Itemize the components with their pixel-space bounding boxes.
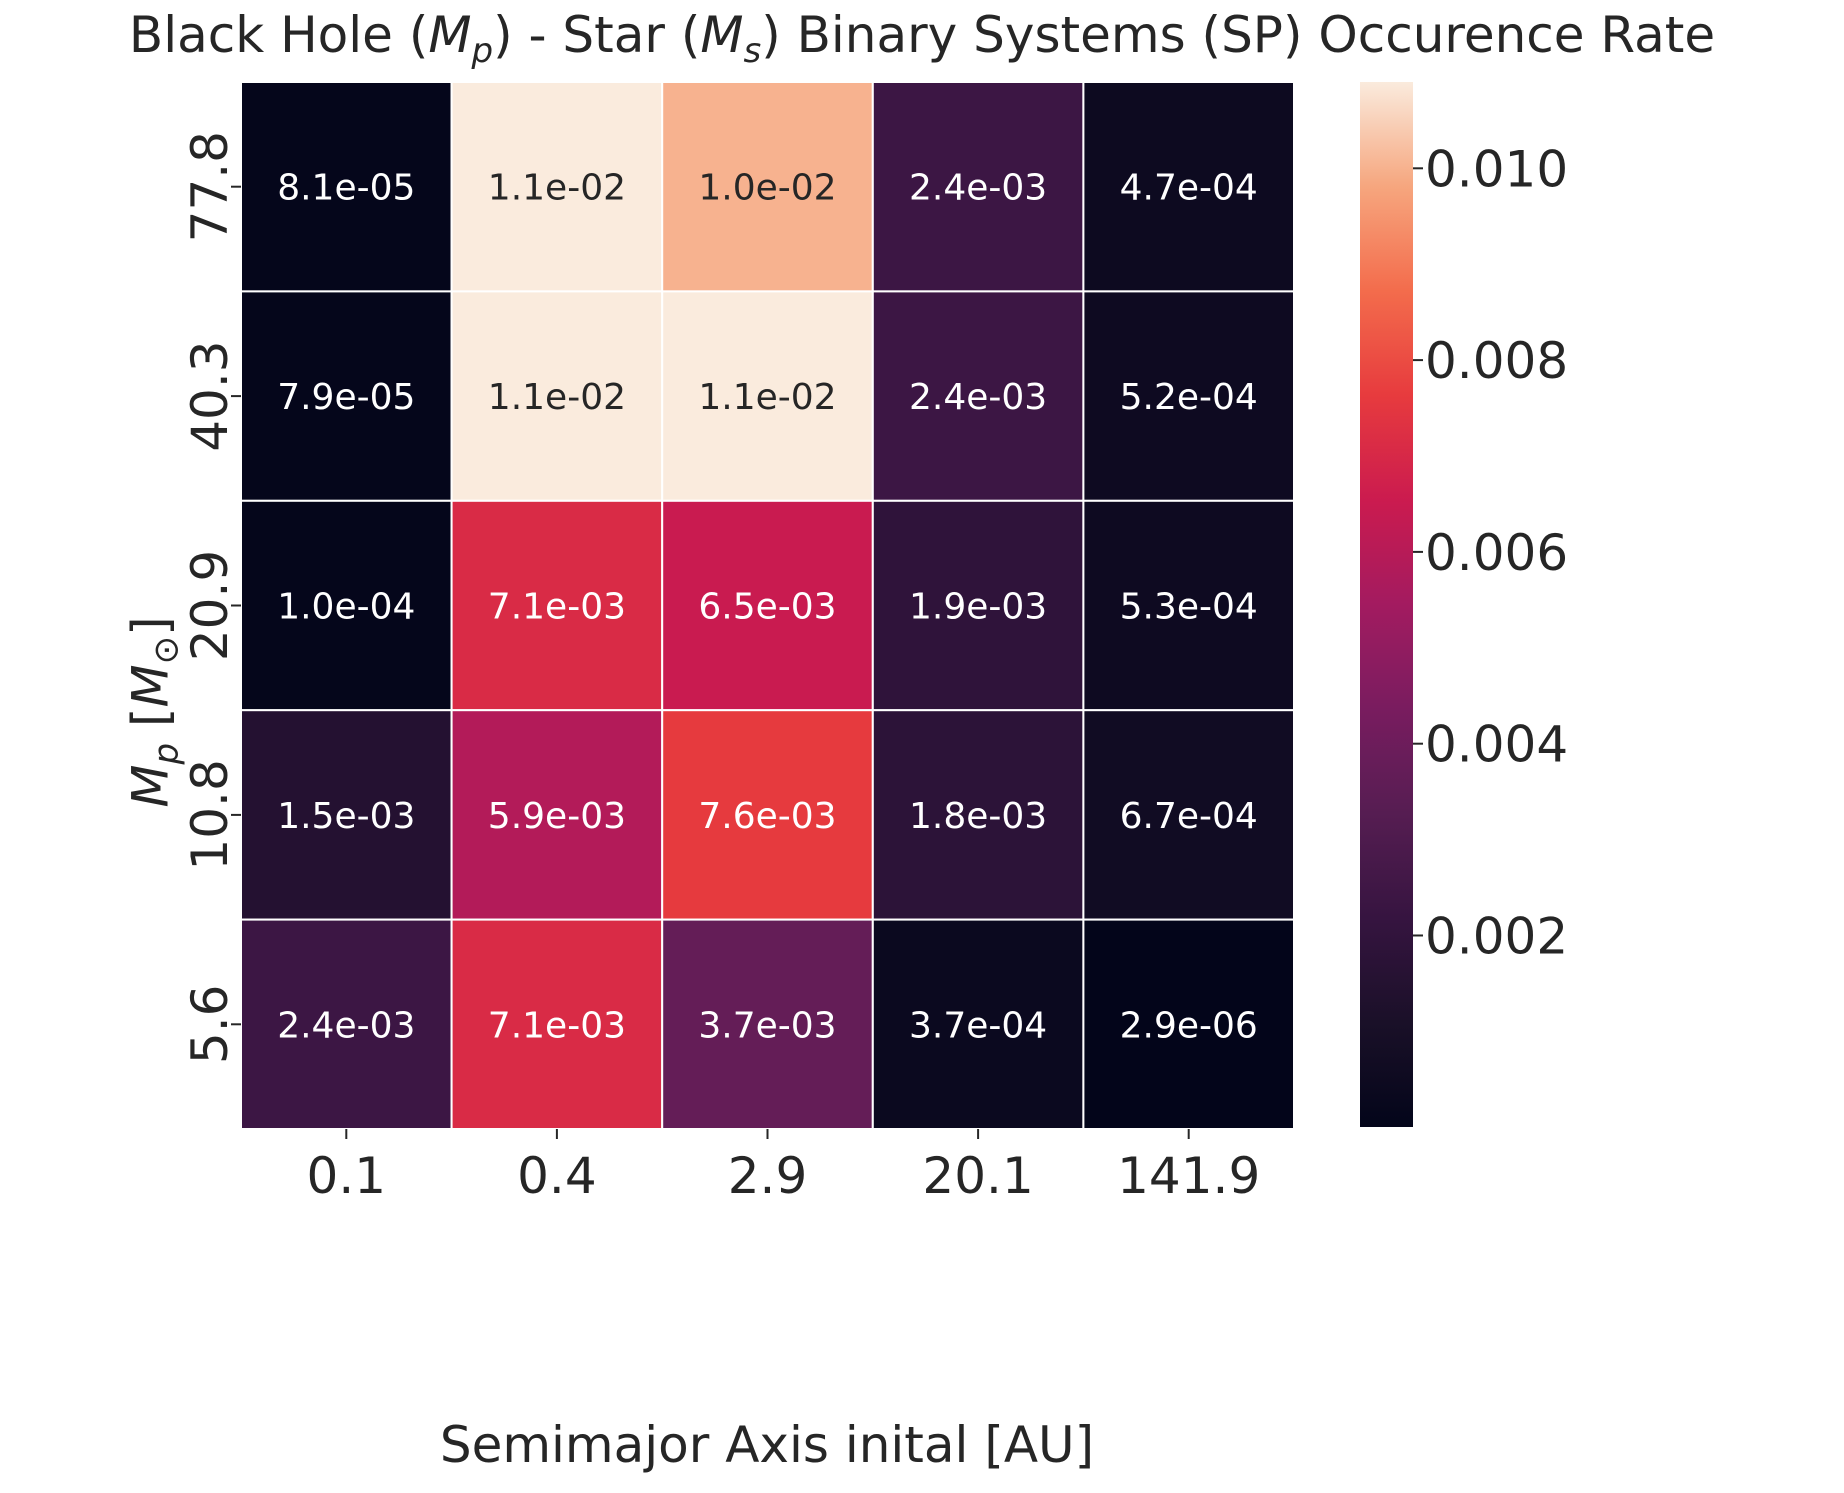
colorbar-tick-label: 0.004 bbox=[1425, 716, 1568, 774]
cell-value-label: 1.0e-04 bbox=[277, 587, 415, 628]
cell-value-label: 5.3e-04 bbox=[1120, 587, 1258, 628]
cell-value-label: 1.8e-03 bbox=[909, 796, 1047, 837]
x-axis-label: Semimajor Axis inital [AU] bbox=[440, 1416, 1094, 1474]
x-tick-label: 0.4 bbox=[517, 1147, 597, 1205]
cell-value-label: 2.4e-03 bbox=[909, 377, 1047, 418]
cell-value-label: 7.1e-03 bbox=[488, 587, 626, 628]
cell-value-label: 5.2e-04 bbox=[1120, 377, 1258, 418]
x-tick-label: 20.1 bbox=[922, 1147, 1033, 1205]
cell-value-label: 2.9e-06 bbox=[1120, 1005, 1258, 1046]
cell-value-label: 1.0e-02 bbox=[698, 168, 836, 209]
heatmap-cell bbox=[450, 709, 664, 921]
heatmap-cell bbox=[871, 709, 1085, 921]
heatmap-cell bbox=[450, 81, 664, 293]
heatmap-cell bbox=[661, 709, 874, 921]
chart-title: Black Hole (Mp) - Star (Ms) Binary Syste… bbox=[128, 6, 1716, 71]
colorbar-tick-label: 0.010 bbox=[1425, 140, 1568, 198]
cell-value-label: 1.1e-02 bbox=[488, 377, 626, 418]
heatmap-cell bbox=[1082, 81, 1296, 293]
heatmap-cell bbox=[871, 81, 1085, 293]
cell-value-label: 3.7e-03 bbox=[698, 1005, 836, 1046]
cell-value-label: 8.1e-05 bbox=[277, 168, 415, 209]
cell-value-label: 5.9e-03 bbox=[488, 796, 626, 837]
heatmap-cell bbox=[450, 290, 664, 502]
cell-value-label: 6.7e-04 bbox=[1120, 796, 1258, 837]
heatmap-cell bbox=[1082, 918, 1296, 1130]
heatmap-cell bbox=[1082, 499, 1296, 712]
y-tick-label: 5.6 bbox=[181, 985, 239, 1065]
colorbar-tick-label: 0.008 bbox=[1425, 332, 1568, 390]
heatmap-cell bbox=[1082, 709, 1296, 921]
y-tick-label: 77.8 bbox=[181, 131, 239, 242]
cell-value-label: 3.7e-04 bbox=[909, 1005, 1047, 1046]
cell-value-label: 1.5e-03 bbox=[277, 796, 415, 837]
cell-value-label: 7.6e-03 bbox=[698, 796, 836, 837]
cell-value-label: 1.9e-03 bbox=[909, 587, 1047, 628]
cell-value-label: 1.1e-02 bbox=[698, 377, 836, 418]
cell-value-label: 6.5e-03 bbox=[698, 587, 836, 628]
cell-value-label: 7.9e-05 bbox=[277, 377, 415, 418]
x-tick-label: 0.1 bbox=[307, 1147, 387, 1205]
heatmap-cell bbox=[240, 918, 453, 1130]
heatmap-cell bbox=[871, 290, 1085, 502]
heatmap-cell bbox=[240, 290, 453, 502]
cell-value-label: 7.1e-03 bbox=[488, 1005, 626, 1046]
x-tick-label: 141.9 bbox=[1117, 1147, 1260, 1205]
colorbar-tick-label: 0.002 bbox=[1425, 907, 1568, 965]
heatmap-cell bbox=[1082, 290, 1296, 502]
cell-value-label: 2.4e-03 bbox=[277, 1005, 415, 1046]
heatmap-cell bbox=[661, 290, 874, 502]
heatmap-cell bbox=[871, 499, 1085, 712]
y-tick-label: 20.9 bbox=[181, 550, 239, 661]
heatmap-cell bbox=[240, 499, 453, 712]
heatmap-cell bbox=[871, 918, 1085, 1130]
colorbar-tick-label: 0.006 bbox=[1425, 524, 1568, 582]
colorbar bbox=[1360, 82, 1413, 1127]
x-tick-label: 2.9 bbox=[728, 1147, 808, 1205]
y-tick-label: 10.8 bbox=[181, 759, 239, 870]
heatmap-cell bbox=[450, 918, 664, 1130]
cell-value-label: 2.4e-03 bbox=[909, 168, 1047, 209]
y-tick-label: 40.3 bbox=[181, 340, 239, 451]
heatmap-cell bbox=[661, 918, 874, 1130]
cell-value-label: 4.7e-04 bbox=[1120, 168, 1258, 209]
cell-value-label: 1.1e-02 bbox=[488, 168, 626, 209]
